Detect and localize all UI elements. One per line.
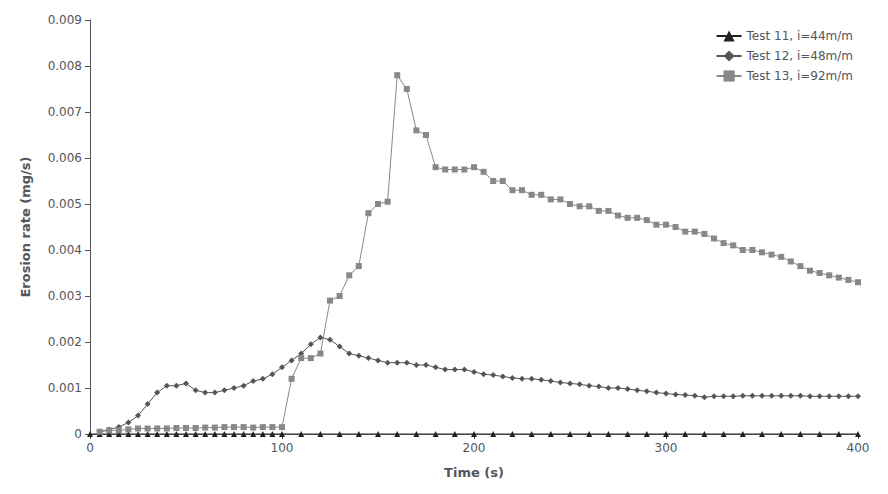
svg-text:0.009: 0.009 <box>48 13 82 27</box>
svg-text:400: 400 <box>847 441 870 455</box>
svg-text:0: 0 <box>86 441 94 455</box>
svg-text:0.008: 0.008 <box>48 59 82 73</box>
svg-text:Test 13, i=92m/m: Test 13, i=92m/m <box>746 69 853 83</box>
svg-text:0.003: 0.003 <box>48 289 82 303</box>
svg-text:Time (s): Time (s) <box>444 465 504 480</box>
svg-text:0.005: 0.005 <box>48 197 82 211</box>
svg-text:100: 100 <box>271 441 294 455</box>
svg-text:0.001: 0.001 <box>48 381 82 395</box>
svg-text:0.002: 0.002 <box>48 335 82 349</box>
svg-text:300: 300 <box>655 441 678 455</box>
svg-text:Erosion rate (mg/s): Erosion rate (mg/s) <box>18 156 33 297</box>
svg-text:Test 12, i=48m/m: Test 12, i=48m/m <box>746 49 853 63</box>
svg-text:200: 200 <box>463 441 486 455</box>
svg-text:0: 0 <box>74 427 82 441</box>
svg-text:0.007: 0.007 <box>48 105 82 119</box>
svg-text:Test 11, i=44m/m: Test 11, i=44m/m <box>746 29 853 43</box>
svg-text:0.006: 0.006 <box>48 151 82 165</box>
svg-text:0.004: 0.004 <box>48 243 82 257</box>
